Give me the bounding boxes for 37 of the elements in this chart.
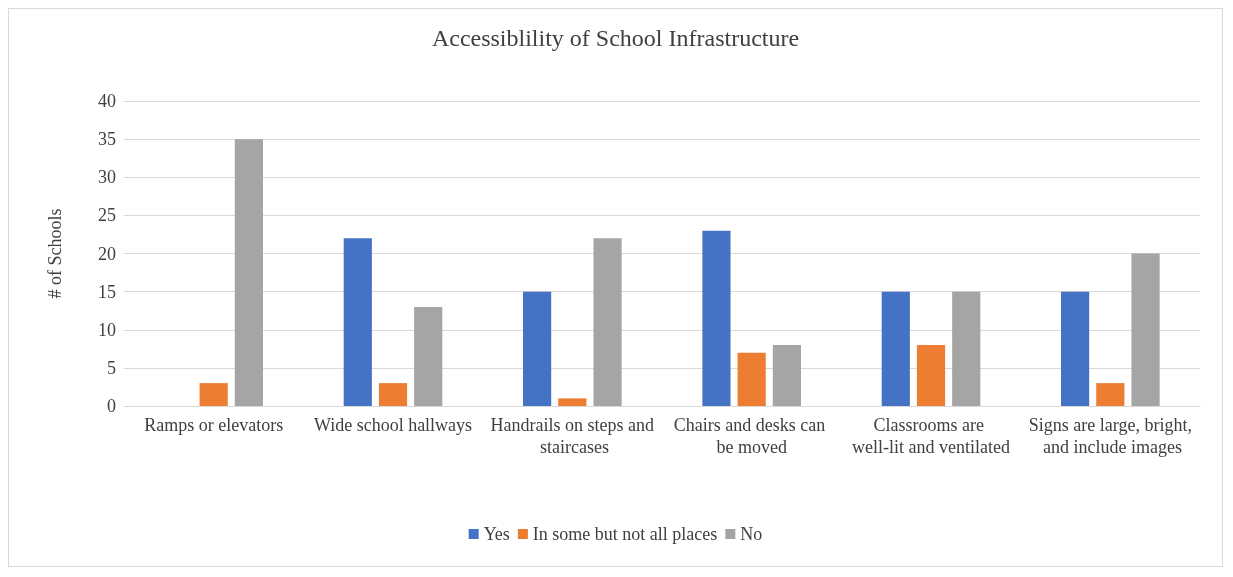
bar	[1096, 383, 1125, 406]
x-tick-label: Classrooms are well-lit and ventilated	[852, 415, 1010, 457]
x-tick-label: Handrails on steps and staircases	[490, 415, 655, 457]
bar	[378, 383, 408, 406]
x-tick-label: Signs are large, bright, and include images	[1028, 415, 1192, 457]
x-tick-label: Chairs and desks can be moved	[673, 415, 830, 457]
y-tick-label: 40	[98, 91, 116, 111]
bar	[702, 230, 731, 406]
y-axis-title: # of Schools	[45, 208, 65, 299]
y-tick-label: 15	[98, 281, 116, 302]
chart-title: Accessiblility of School Infrastructure	[431, 25, 800, 51]
y-tick-label: 25	[98, 205, 116, 226]
y-tick-label: 20	[98, 243, 116, 264]
y-tick-label: 10	[98, 319, 116, 340]
bar	[881, 291, 910, 406]
y-tick-label: 30	[98, 167, 116, 188]
bar	[414, 306, 443, 406]
bar	[523, 291, 552, 406]
bar	[916, 345, 946, 406]
legend-label: Yes	[483, 524, 510, 544]
bar	[737, 352, 766, 406]
bar	[593, 238, 622, 406]
x-tick-label: Ramps or elevators	[144, 415, 284, 435]
bar	[199, 383, 228, 406]
bar	[558, 398, 587, 406]
bar	[234, 139, 263, 406]
legend-label: In some but not all places	[532, 524, 718, 544]
legend-label: No	[740, 524, 763, 544]
bar	[772, 345, 801, 406]
x-tick-label: Wide school hallways	[313, 415, 473, 435]
y-tick-label: 5	[107, 357, 116, 378]
bar	[343, 238, 372, 406]
y-tick-label: 35	[98, 129, 116, 150]
bar	[952, 291, 981, 406]
bar	[1131, 253, 1160, 406]
bar	[1061, 291, 1090, 406]
y-tick-label: 0	[107, 396, 116, 416]
